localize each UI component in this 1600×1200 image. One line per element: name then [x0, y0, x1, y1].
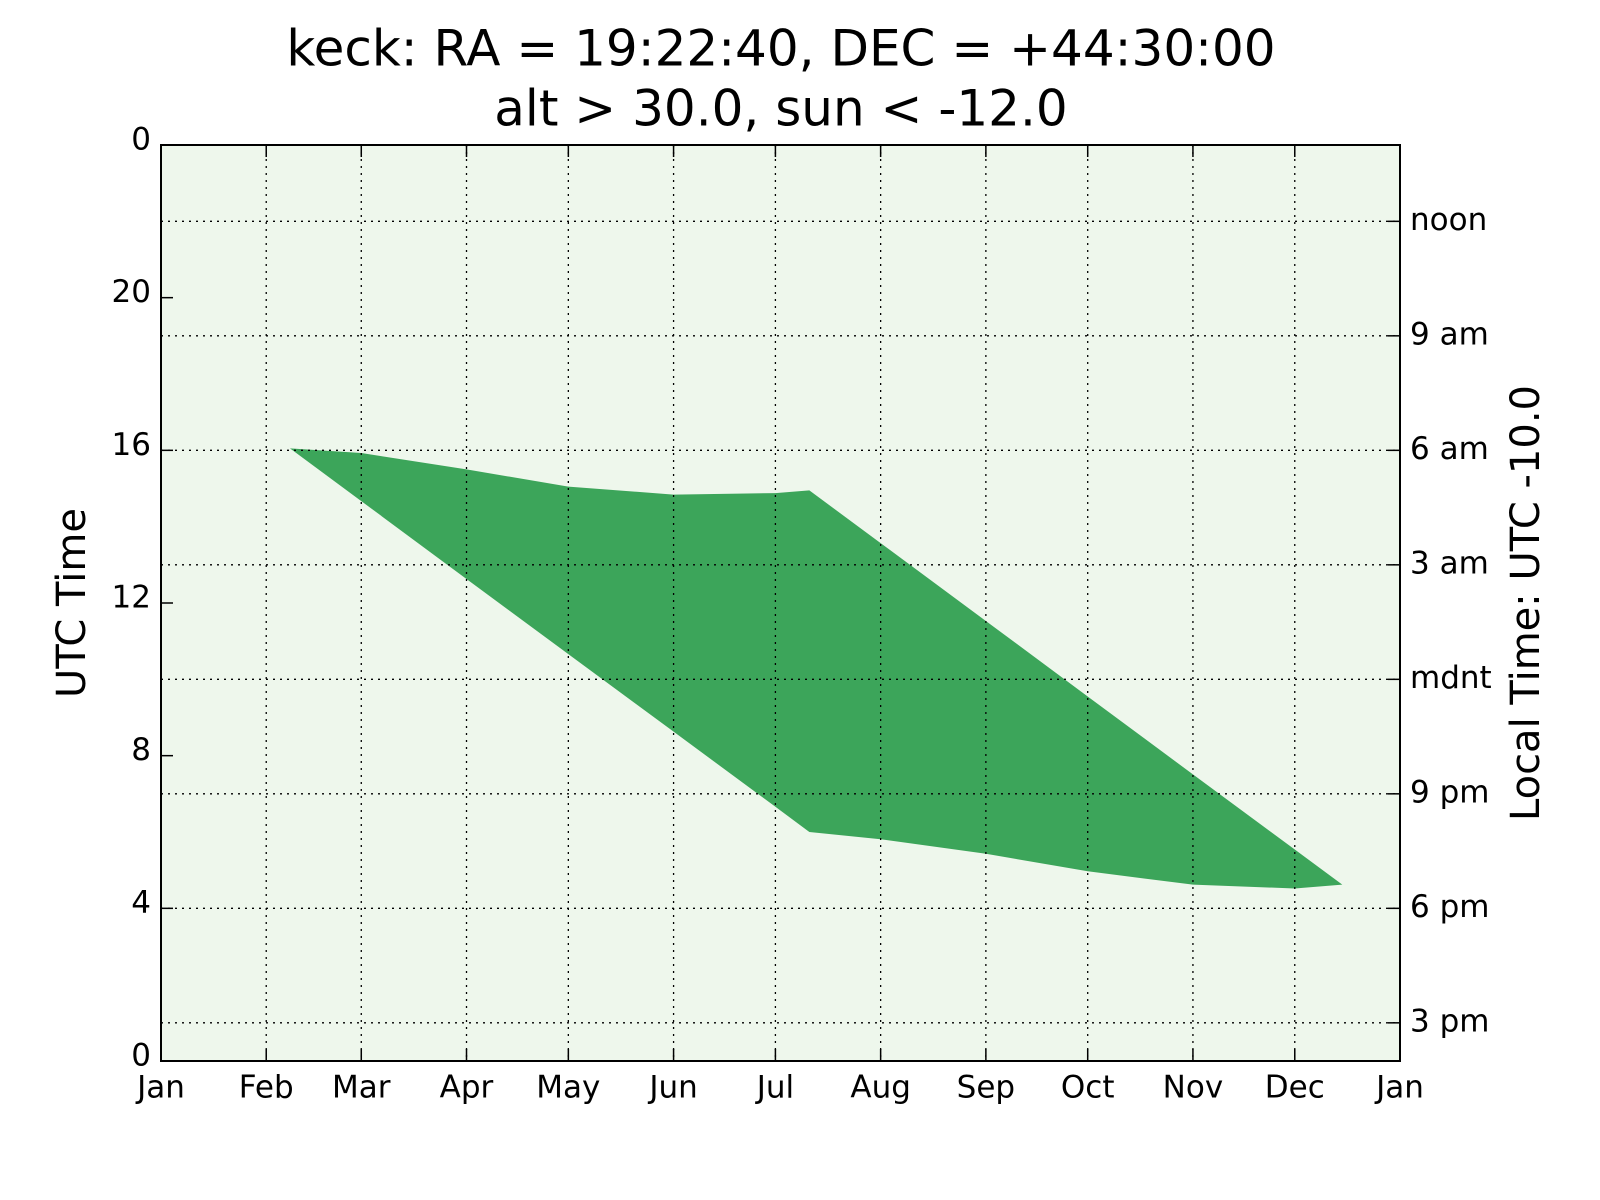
plot-frame	[160, 144, 1401, 1062]
y-tick-label: 12	[112, 580, 151, 616]
x-tick-label: Dec	[1265, 1070, 1325, 1106]
y-tick-label: 8	[131, 732, 151, 768]
y2-axis-label: Local Time: UTC -10.0	[1503, 385, 1549, 821]
y-tick-label: 16	[112, 427, 151, 463]
x-tick-label: Jan	[1374, 1070, 1424, 1106]
y-axis-label: UTC Time	[49, 508, 95, 698]
x-tick-label: Jan	[135, 1070, 185, 1106]
y2-tick-label: mdnt	[1410, 660, 1492, 696]
x-tick-label: Nov	[1163, 1070, 1224, 1106]
y-tick-label: 20	[112, 274, 151, 310]
y2-tick-label: 3 am	[1410, 545, 1489, 581]
visibility-area	[289, 448, 1343, 889]
chart-title: keck: RA = 19:22:40, DEC = +44:30:00	[286, 20, 1275, 78]
y-tick-label: 4	[131, 885, 151, 921]
x-tick-label: Aug	[850, 1070, 911, 1106]
y-tick-label: 0	[131, 1038, 151, 1074]
y2-tick-label: 3 pm	[1410, 1003, 1489, 1039]
x-tick-label: Oct	[1061, 1070, 1115, 1106]
x-tick-label: Mar	[332, 1070, 391, 1106]
y2-tick-label: 9 pm	[1410, 774, 1489, 810]
y2-tick-label: 6 am	[1410, 431, 1489, 467]
y2-tick-label: 9 am	[1410, 316, 1489, 352]
x-tick-label: Feb	[239, 1070, 294, 1106]
x-tick-label: Jul	[755, 1070, 794, 1106]
y2-tick-label: 6 pm	[1410, 889, 1489, 925]
y-tick-label: 0	[131, 122, 151, 158]
chart-subtitle: alt > 30.0, sun < -12.0	[494, 80, 1067, 138]
x-tick-label: Sep	[957, 1070, 1015, 1106]
x-tick-label: Apr	[440, 1070, 494, 1106]
x-tick-label: May	[536, 1070, 600, 1106]
y2-tick-label: noon	[1410, 202, 1487, 238]
x-tick-label: Jun	[647, 1070, 697, 1106]
